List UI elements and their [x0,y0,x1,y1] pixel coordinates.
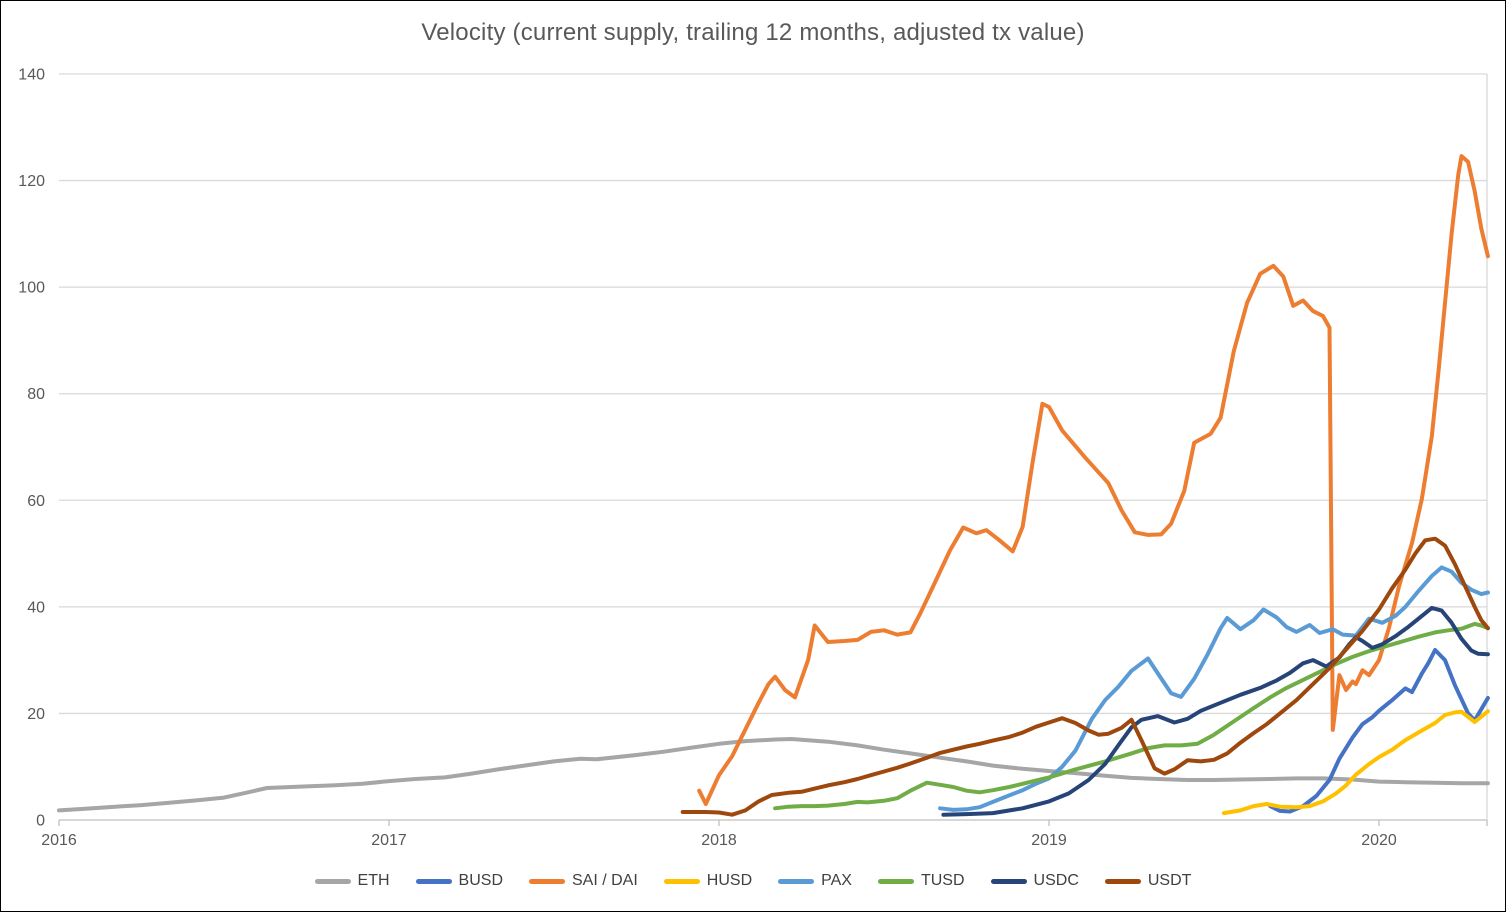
legend-swatch [663,878,700,884]
legend-item-sai-dai: SAI / DAI [529,872,638,890]
y-tick-label: 80 [27,386,45,403]
series-line-sai-dai [697,154,1490,806]
y-tick-label: 60 [27,493,45,510]
legend-label: SAI / DAI [572,872,638,889]
legend-label: BUSD [458,872,503,889]
legend-label: ETH [357,872,390,889]
legend-item-husd: HUSD [663,872,753,890]
x-tick-label: 2018 [701,832,737,849]
y-tick-label: 120 [18,173,45,190]
y-tick-label: 20 [27,706,45,723]
legend-label: USDT [1147,872,1192,889]
legend-item-usdt: USDT [1104,872,1192,890]
legend-swatch [415,878,452,884]
x-tick-label: 2017 [371,832,407,849]
series-line-husd [1221,709,1490,816]
series-line-tusd [773,621,1490,811]
series-line-usdt [680,536,1490,817]
legend-swatch [778,878,815,884]
legend-swatch [990,878,1027,884]
y-tick-label: 0 [36,813,45,830]
legend-label: HUSD [706,872,753,889]
legend-swatch [529,878,565,884]
series-line-usdc [941,605,1490,817]
legend-label: USDC [1033,872,1079,889]
legend-item-tusd: TUSD [877,872,965,890]
legend-swatch [1104,878,1141,884]
legend-item-busd: BUSD [415,872,503,890]
x-tick-label: 2019 [1031,832,1067,849]
legend-item-usdc: USDC [990,872,1079,890]
series-line-eth [57,737,1490,813]
x-tick-label: 2016 [41,832,77,849]
legend-item-pax: PAX [778,872,852,890]
y-tick-label: 140 [18,67,45,84]
y-tick-label: 40 [27,599,45,616]
series-line-busd [1268,648,1490,814]
series-line-pax [938,565,1490,812]
y-tick-label: 100 [18,280,45,297]
legend-label: PAX [821,872,852,889]
legend-swatch [314,878,351,884]
legend-label: TUSD [920,872,965,889]
legend-swatch [877,878,914,884]
x-tick-label: 2020 [1361,832,1397,849]
legend-item-eth: ETH [314,872,390,890]
chart-legend: ETH BUSD SAI / DAI HUSD PAX TUSD USDC USDT [1,872,1505,890]
chart-title: Velocity (current supply, trailing 12 mo… [421,19,1085,46]
